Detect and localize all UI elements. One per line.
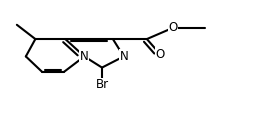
Text: O: O — [156, 48, 165, 61]
Text: N: N — [119, 50, 128, 63]
Text: N: N — [80, 50, 89, 63]
Text: Br: Br — [95, 78, 109, 91]
Text: O: O — [168, 21, 177, 34]
